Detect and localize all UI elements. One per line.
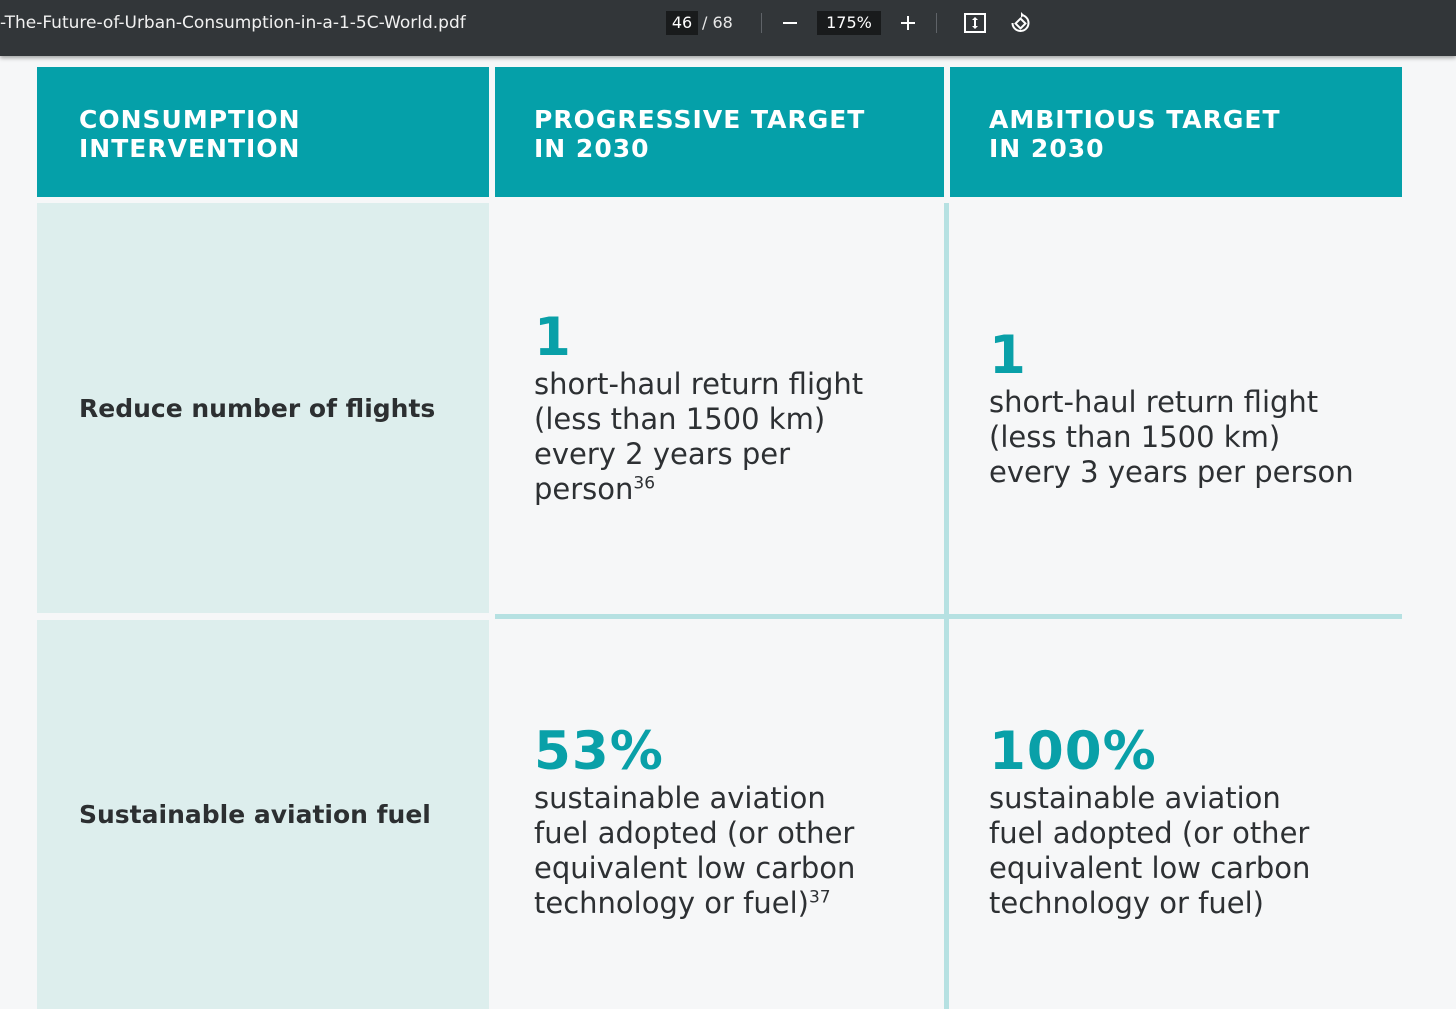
rotate-icon — [1011, 12, 1030, 32]
progressive-target-cell: 53% sustainable aviation fuel adopted (o… — [495, 620, 944, 1009]
progressive-target-text: short-haul return flight (less than 1500… — [534, 367, 864, 506]
header-progressive-target: PROGRESSIVE TARGET IN 2030 — [495, 67, 944, 197]
column-divider — [944, 203, 949, 1009]
ambitious-target-description: short-haul return flight (less than 1500… — [989, 384, 1354, 489]
zoom-in-button[interactable] — [894, 9, 922, 37]
zoom-out-button[interactable] — [776, 9, 804, 37]
zoom-out-icon — [783, 22, 797, 24]
ambitious-target-cell: 100% sustainable aviation fuel adopted (… — [950, 620, 1402, 1009]
progressive-target-description: short-haul return flight (less than 1500… — [534, 367, 914, 507]
footnote-marker[interactable]: 36 — [633, 473, 656, 494]
pdf-toolbar: -The-Future-of-Urban-Consumption-in-a-1-… — [0, 0, 1456, 56]
progressive-target-cell: 1 short-haul return flight (less than 15… — [495, 203, 944, 613]
progressive-target-text: sustainable aviation fuel adopted (or ot… — [534, 781, 856, 920]
row-label-text: Reduce number of flights — [79, 393, 436, 423]
header-consumption-intervention: CONSUMPTION INTERVENTION — [37, 67, 489, 197]
row-label-reduce-flights: Reduce number of flights — [37, 203, 489, 613]
row-label-sustainable-fuel: Sustainable aviation fuel — [37, 620, 489, 1009]
zoom-in-icon — [901, 16, 915, 30]
fit-page-button[interactable] — [961, 9, 989, 37]
header-ambitious-target: AMBITIOUS TARGET IN 2030 — [950, 67, 1402, 197]
progressive-target-value: 53% — [534, 721, 664, 782]
progressive-target-description: sustainable aviation fuel adopted (or ot… — [534, 781, 864, 921]
footnote-marker[interactable]: 37 — [808, 887, 831, 908]
toolbar-divider — [936, 13, 937, 33]
zoom-level-input[interactable]: 175% — [817, 11, 881, 35]
ambitious-target-value: 1 — [989, 324, 1027, 386]
document-title: -The-Future-of-Urban-Consumption-in-a-1-… — [0, 13, 466, 33]
toolbar-divider — [761, 13, 762, 33]
fit-page-icon — [964, 13, 986, 33]
row-label-text: Sustainable aviation fuel — [79, 800, 431, 829]
page-total: / 68 — [702, 13, 733, 32]
ambitious-target-value: 100% — [989, 721, 1157, 782]
ambitious-target-description: sustainable aviation fuel adopted (or ot… — [989, 781, 1311, 920]
progressive-target-value: 1 — [534, 307, 572, 368]
ambitious-target-cell: 1 short-haul return flight (less than 15… — [950, 203, 1402, 613]
row-divider — [495, 614, 1402, 619]
page-number-input[interactable]: 46 — [666, 11, 698, 35]
rotate-button[interactable] — [1006, 9, 1034, 37]
